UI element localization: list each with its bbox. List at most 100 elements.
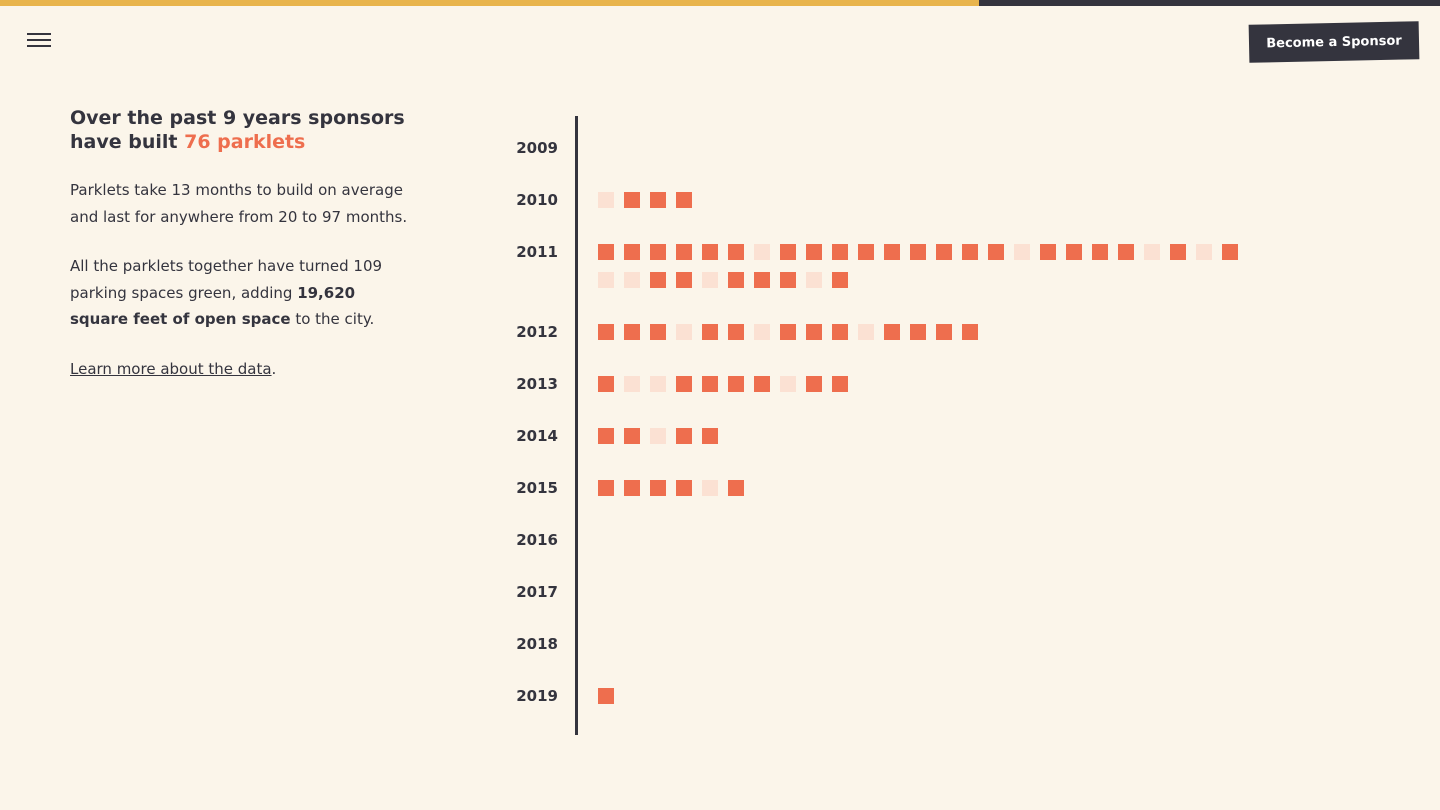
year-label-2018: 2018 xyxy=(516,635,558,653)
parklet-square-2011-29[interactable] xyxy=(676,272,692,288)
parklet-square-2010-3[interactable] xyxy=(650,192,666,208)
parklet-square-2011-25[interactable] xyxy=(1222,244,1238,260)
scroll-progress-bar xyxy=(0,0,1440,6)
parklet-square-2015-1[interactable] xyxy=(598,480,614,496)
parklet-square-2013-8[interactable] xyxy=(780,376,796,392)
parklet-square-2015-3[interactable] xyxy=(650,480,666,496)
parklet-square-2011-12[interactable] xyxy=(884,244,900,260)
parklet-square-2012-5[interactable] xyxy=(702,324,718,340)
parklet-square-2011-34[interactable] xyxy=(806,272,822,288)
year-label-2013: 2013 xyxy=(516,375,558,393)
scroll-progress-fill xyxy=(0,0,980,6)
parklet-square-2012-3[interactable] xyxy=(650,324,666,340)
parklet-square-2011-24[interactable] xyxy=(1196,244,1212,260)
year-label-2014: 2014 xyxy=(516,427,558,445)
learn-more-link[interactable]: Learn more about the data xyxy=(70,359,272,378)
headline-parklet-count: 76 parklets xyxy=(184,131,306,153)
parklet-square-2013-9[interactable] xyxy=(806,376,822,392)
parklet-square-2012-11[interactable] xyxy=(858,324,874,340)
parklet-square-2011-20[interactable] xyxy=(1092,244,1108,260)
open-space-text-end: to the city. xyxy=(290,310,375,328)
parklet-square-2012-4[interactable] xyxy=(676,324,692,340)
parklet-square-2011-32[interactable] xyxy=(754,272,770,288)
open-space-total: 19,620 square feet of open space xyxy=(70,283,356,329)
parklet-square-2013-4[interactable] xyxy=(676,376,692,392)
parklet-square-2011-14[interactable] xyxy=(936,244,952,260)
parklet-square-2011-1[interactable] xyxy=(598,244,614,260)
parklet-square-2011-9[interactable] xyxy=(806,244,822,260)
learn-more-paragraph: Learn more about the data. xyxy=(70,356,410,383)
parklet-square-2011-18[interactable] xyxy=(1040,244,1056,260)
parklet-square-2013-1[interactable] xyxy=(598,376,614,392)
parklet-square-2011-11[interactable] xyxy=(858,244,874,260)
year-label-2010: 2010 xyxy=(516,191,558,209)
year-label-2015: 2015 xyxy=(516,479,558,497)
parklet-square-2012-7[interactable] xyxy=(754,324,770,340)
parklet-square-2010-4[interactable] xyxy=(676,192,692,208)
build-stats-paragraph: Parklets take 13 months to build on aver… xyxy=(70,181,408,226)
parklet-square-2010-1[interactable] xyxy=(598,192,614,208)
parklet-square-2011-21[interactable] xyxy=(1118,244,1134,260)
parklet-square-2011-31[interactable] xyxy=(728,272,744,288)
parklet-square-2011-28[interactable] xyxy=(650,272,666,288)
parklet-square-2011-19[interactable] xyxy=(1066,244,1082,260)
parklet-square-2014-2[interactable] xyxy=(624,428,640,444)
parklet-square-2013-2[interactable] xyxy=(624,376,640,392)
parklet-square-2011-6[interactable] xyxy=(728,244,744,260)
parklet-square-2013-7[interactable] xyxy=(754,376,770,392)
parklet-square-2011-26[interactable] xyxy=(598,272,614,288)
parklet-square-2012-6[interactable] xyxy=(728,324,744,340)
year-label-2011: 2011 xyxy=(516,243,558,261)
parklet-square-2015-6[interactable] xyxy=(728,480,744,496)
parklet-square-2012-2[interactable] xyxy=(624,324,640,340)
parklet-square-2011-4[interactable] xyxy=(676,244,692,260)
parklet-square-2015-2[interactable] xyxy=(624,480,640,496)
parklet-square-2012-8[interactable] xyxy=(780,324,796,340)
parklet-square-2013-6[interactable] xyxy=(728,376,744,392)
parklet-square-2013-10[interactable] xyxy=(832,376,848,392)
parklet-square-2012-14[interactable] xyxy=(936,324,952,340)
parklet-square-2011-3[interactable] xyxy=(650,244,666,260)
timeline-axis xyxy=(575,116,578,735)
intro-section: Over the past 9 years sponsors have buil… xyxy=(70,106,410,382)
parklet-square-2011-17[interactable] xyxy=(1014,244,1030,260)
parklets-by-year-chart: 2009 2010 2011 2012 2013 2014 2015 2016 2017 2018… xyxy=(500,116,1400,736)
parklet-square-2012-15[interactable] xyxy=(962,324,978,340)
parklet-square-2011-16[interactable] xyxy=(988,244,1004,260)
parklet-square-2011-30[interactable] xyxy=(702,272,718,288)
parklet-square-2012-9[interactable] xyxy=(806,324,822,340)
parklet-square-2015-5[interactable] xyxy=(702,480,718,496)
parklet-square-2011-23[interactable] xyxy=(1170,244,1186,260)
parklet-square-2011-27[interactable] xyxy=(624,272,640,288)
year-label-2019: 2019 xyxy=(516,687,558,705)
parklet-square-2012-1[interactable] xyxy=(598,324,614,340)
parklet-square-2010-2[interactable] xyxy=(624,192,640,208)
parklet-square-2014-4[interactable] xyxy=(676,428,692,444)
parklet-square-2011-15[interactable] xyxy=(962,244,978,260)
parklet-square-2011-5[interactable] xyxy=(702,244,718,260)
year-label-2012: 2012 xyxy=(516,323,558,341)
parklet-square-2019-1[interactable] xyxy=(598,688,614,704)
parklet-square-2013-5[interactable] xyxy=(702,376,718,392)
parklet-square-2011-33[interactable] xyxy=(780,272,796,288)
parklet-square-2014-3[interactable] xyxy=(650,428,666,444)
parklet-square-2014-1[interactable] xyxy=(598,428,614,444)
learn-more-period: . xyxy=(271,359,277,378)
parklet-square-2012-13[interactable] xyxy=(910,324,926,340)
parklet-square-2013-3[interactable] xyxy=(650,376,666,392)
parklet-square-2011-13[interactable] xyxy=(910,244,926,260)
parklet-square-2015-4[interactable] xyxy=(676,480,692,496)
parklet-square-2014-5[interactable] xyxy=(702,428,718,444)
year-label-2016: 2016 xyxy=(516,531,558,549)
parklet-square-2011-22[interactable] xyxy=(1144,244,1160,260)
parklet-square-2011-2[interactable] xyxy=(624,244,640,260)
parklet-square-2011-35[interactable] xyxy=(832,272,848,288)
parklet-square-2011-8[interactable] xyxy=(780,244,796,260)
parklet-square-2011-7[interactable] xyxy=(754,244,770,260)
hamburger-menu-icon[interactable] xyxy=(27,32,51,48)
parklet-square-2011-10[interactable] xyxy=(832,244,848,260)
parklet-square-2012-12[interactable] xyxy=(884,324,900,340)
become-sponsor-button[interactable]: Become a Sponsor xyxy=(1248,21,1420,63)
parklet-square-2012-10[interactable] xyxy=(832,324,848,340)
year-label-2017: 2017 xyxy=(516,583,558,601)
